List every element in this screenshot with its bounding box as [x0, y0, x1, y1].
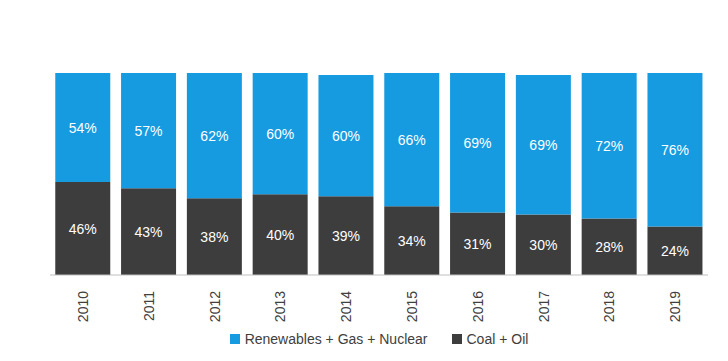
svg-text:2013: 2013	[272, 291, 288, 322]
svg-text:69%: 69%	[464, 135, 492, 151]
svg-text:2012: 2012	[207, 291, 223, 322]
svg-text:30%: 30%	[529, 237, 557, 253]
svg-text:28%: 28%	[595, 239, 623, 255]
svg-text:2019: 2019	[667, 291, 683, 322]
svg-text:57%: 57%	[135, 123, 163, 139]
svg-text:2018: 2018	[601, 291, 617, 322]
html-text:Renewables + Gas + Nuclear: Renewables + Gas + Nuclear	[244, 331, 428, 347]
svg-text:38%: 38%	[200, 229, 228, 245]
svg-text:40%: 40%	[266, 227, 294, 243]
svg-text:2017: 2017	[536, 291, 552, 322]
svg-text:46%: 46%	[69, 221, 97, 237]
svg-text:39%: 39%	[332, 228, 360, 244]
svg-text:24%: 24%	[661, 243, 689, 259]
svg-text:2010: 2010	[75, 291, 91, 322]
html-text:Coal + Oil: Coal + Oil	[466, 331, 529, 347]
svg-text:72%: 72%	[595, 138, 623, 154]
svg-text:2011: 2011	[141, 291, 157, 321]
svg-text:76%: 76%	[661, 142, 689, 158]
svg-text:69%: 69%	[529, 137, 557, 153]
svg-text:60%: 60%	[332, 128, 360, 144]
svg-text:60%: 60%	[266, 126, 294, 142]
svg-text:2015: 2015	[404, 291, 420, 322]
svg-text:66%: 66%	[398, 132, 426, 148]
svg-text:54%: 54%	[69, 120, 97, 136]
svg-text:62%: 62%	[200, 128, 228, 144]
svg-text:2016: 2016	[470, 291, 486, 322]
svg-text:31%: 31%	[464, 236, 492, 252]
svg-text:43%: 43%	[135, 224, 163, 240]
svg-text:2014: 2014	[338, 291, 354, 322]
svg-text:34%: 34%	[398, 233, 426, 249]
